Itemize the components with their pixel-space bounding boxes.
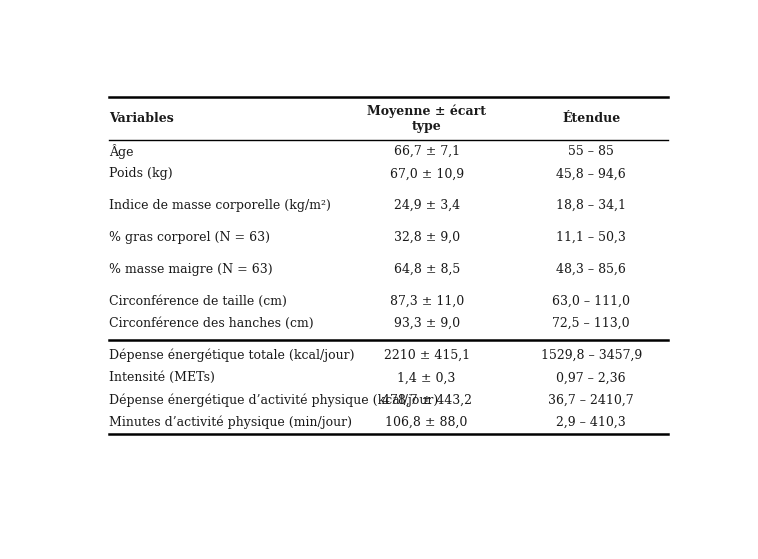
Text: 36,7 – 2410,7: 36,7 – 2410,7 bbox=[548, 394, 634, 407]
Text: Étendue: Étendue bbox=[562, 112, 620, 125]
Text: Circonférence des hanches (cm): Circonférence des hanches (cm) bbox=[109, 317, 314, 330]
Text: Variables: Variables bbox=[109, 112, 174, 125]
Text: 2210 ± 415,1: 2210 ± 415,1 bbox=[384, 349, 470, 362]
Text: 63,0 – 111,0: 63,0 – 111,0 bbox=[552, 295, 630, 308]
Text: 93,3 ± 9,0: 93,3 ± 9,0 bbox=[393, 317, 459, 330]
Text: 24,9 ± 3,4: 24,9 ± 3,4 bbox=[393, 199, 459, 212]
Text: 32,8 ± 9,0: 32,8 ± 9,0 bbox=[393, 231, 459, 244]
Text: 106,8 ± 88,0: 106,8 ± 88,0 bbox=[386, 416, 468, 429]
Text: 18,8 – 34,1: 18,8 – 34,1 bbox=[556, 199, 626, 212]
Text: 87,3 ± 11,0: 87,3 ± 11,0 bbox=[390, 295, 464, 308]
Text: Moyenne ± écart
type: Moyenne ± écart type bbox=[367, 105, 486, 133]
Text: % gras corporel (N = 63): % gras corporel (N = 63) bbox=[109, 231, 271, 244]
Text: 0,97 – 2,36: 0,97 – 2,36 bbox=[556, 371, 626, 385]
Text: 1,4 ± 0,3: 1,4 ± 0,3 bbox=[397, 371, 456, 385]
Text: 1529,8 – 3457,9: 1529,8 – 3457,9 bbox=[540, 349, 642, 362]
Text: Indice de masse corporelle (kg/m²): Indice de masse corporelle (kg/m²) bbox=[109, 199, 331, 212]
Text: Poids (kg): Poids (kg) bbox=[109, 167, 173, 181]
Text: Dépense énergétique d’activité physique (kcal/jour): Dépense énergétique d’activité physique … bbox=[109, 394, 439, 407]
Text: 67,0 ± 10,9: 67,0 ± 10,9 bbox=[390, 167, 464, 181]
Text: 478,7 ± 443,2: 478,7 ± 443,2 bbox=[382, 394, 471, 407]
Text: 64,8 ± 8,5: 64,8 ± 8,5 bbox=[393, 263, 460, 276]
Text: Âge: Âge bbox=[109, 144, 134, 159]
Text: 11,1 – 50,3: 11,1 – 50,3 bbox=[556, 231, 626, 244]
Text: Dépense énergétique totale (kcal/jour): Dépense énergétique totale (kcal/jour) bbox=[109, 349, 355, 362]
Text: Intensité (METs): Intensité (METs) bbox=[109, 371, 215, 385]
Text: 66,7 ± 7,1: 66,7 ± 7,1 bbox=[393, 145, 459, 158]
Text: Circonférence de taille (cm): Circonférence de taille (cm) bbox=[109, 295, 287, 308]
Text: 55 – 85: 55 – 85 bbox=[568, 145, 614, 158]
Text: 2,9 – 410,3: 2,9 – 410,3 bbox=[556, 416, 626, 429]
Text: 48,3 – 85,6: 48,3 – 85,6 bbox=[556, 263, 626, 276]
Text: 45,8 – 94,6: 45,8 – 94,6 bbox=[556, 167, 626, 181]
Text: % masse maigre (N = 63): % masse maigre (N = 63) bbox=[109, 263, 273, 276]
Text: 72,5 – 113,0: 72,5 – 113,0 bbox=[553, 317, 630, 330]
Text: Minutes d’activité physique (min/jour): Minutes d’activité physique (min/jour) bbox=[109, 416, 352, 429]
